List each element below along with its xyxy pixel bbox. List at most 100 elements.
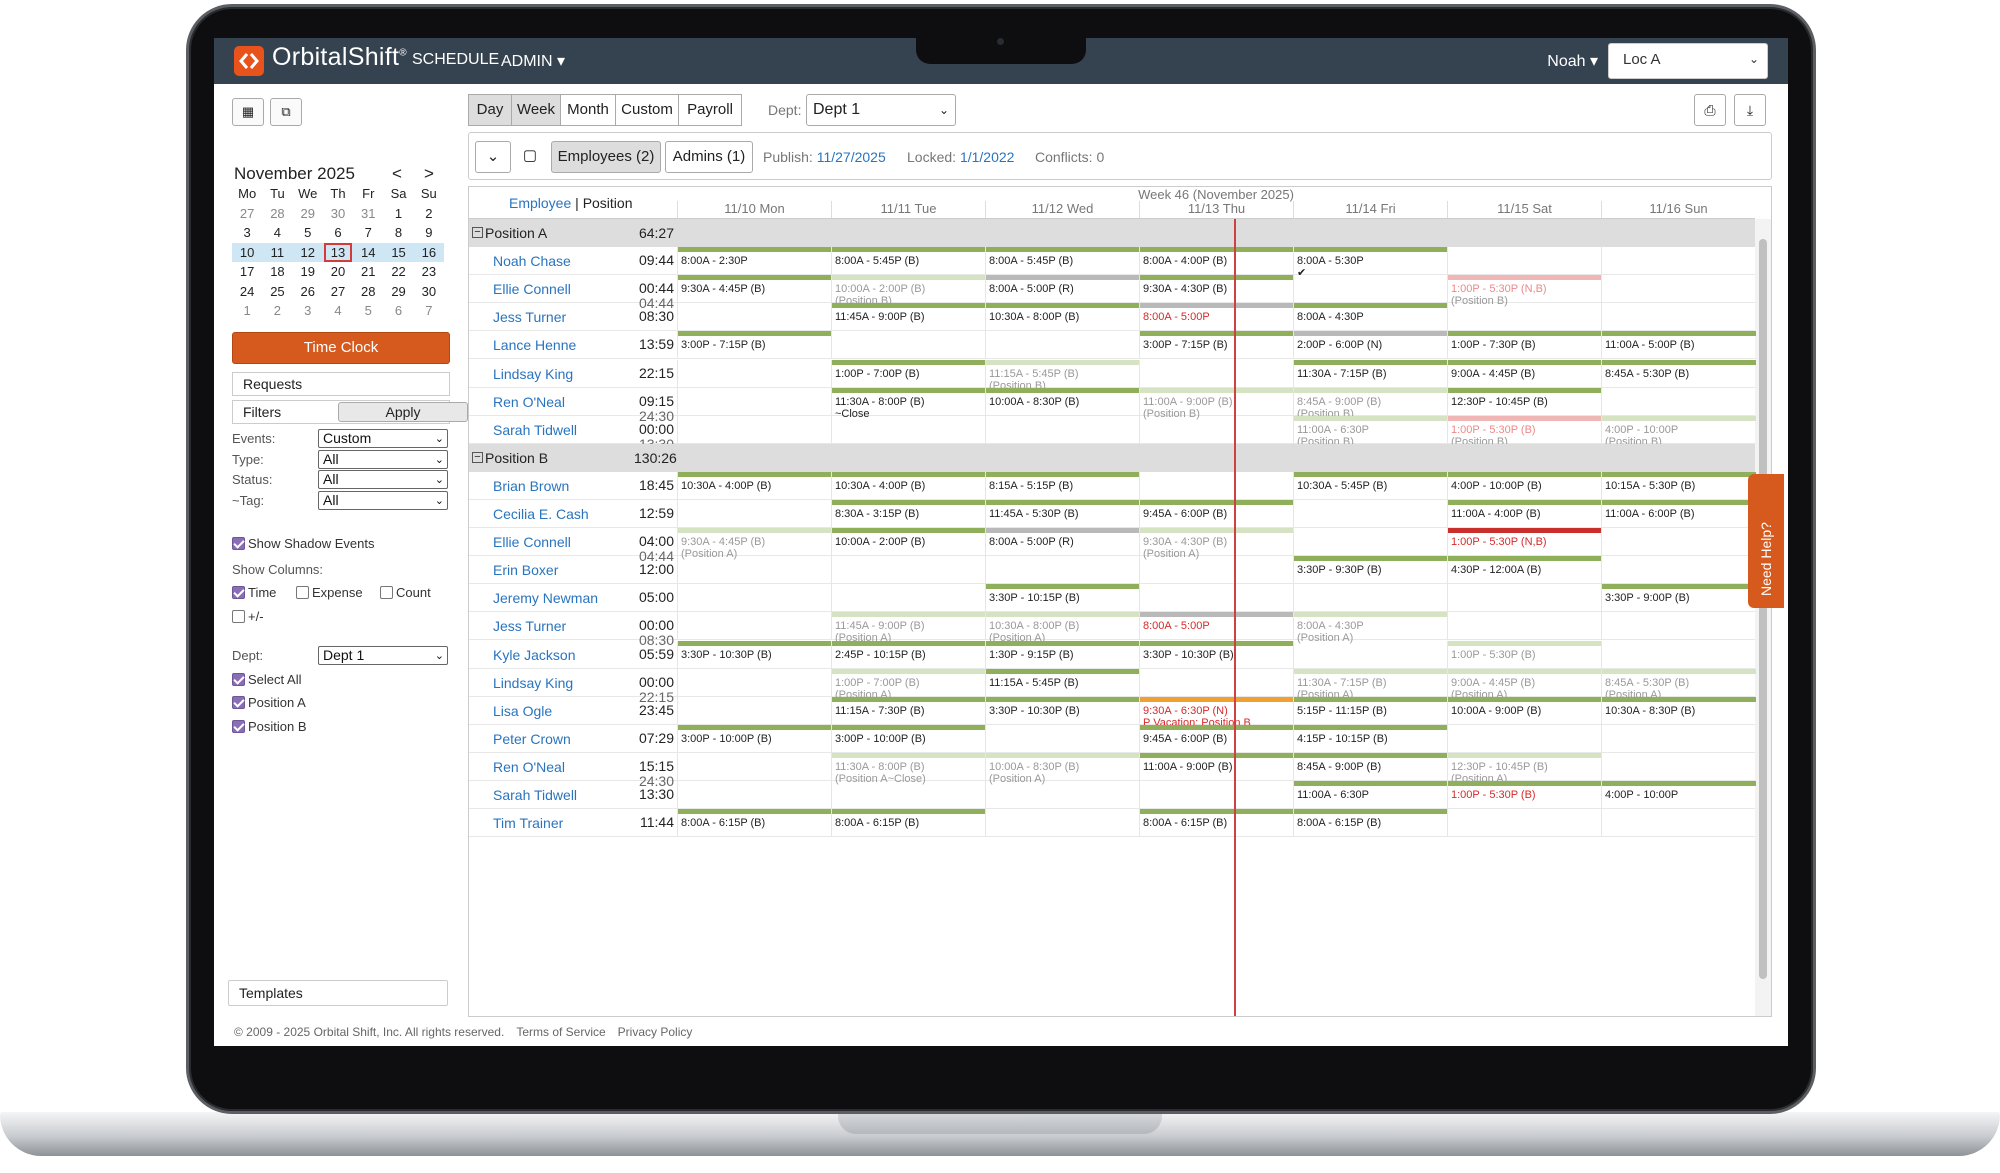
shift-cell[interactable]	[831, 556, 985, 585]
collapse-minus-icon[interactable]: −	[472, 451, 483, 463]
shift-cell[interactable]	[1447, 809, 1601, 838]
shift-cell[interactable]: 9:30A - 4:45P (B) (Position A)	[677, 528, 832, 560]
shift-cell[interactable]	[985, 331, 1139, 360]
shift-cell[interactable]: 11:15A - 7:30P (B)	[831, 696, 986, 725]
shift-cell[interactable]: 8:45A - 5:30P (B) (Position A)	[1601, 668, 1756, 701]
shift-cell[interactable]: 2:00P - 6:00P (N)	[1293, 331, 1448, 360]
shift-cell[interactable]: 8:00A - 5:30P ✔	[1293, 247, 1448, 279]
shift-cell[interactable]: 1:00P - 5:30P (B) (Position B)	[1447, 415, 1602, 448]
shift-cell[interactable]: 8:00A - 6:15P (B)	[1139, 809, 1294, 838]
calendar-day[interactable]: 3	[243, 225, 251, 241]
print-button[interactable]: ⎙	[1694, 94, 1726, 126]
shift-cell[interactable]: 8:30A - 3:15P (B)	[831, 500, 986, 528]
shift-cell[interactable]	[1293, 640, 1447, 669]
shift-cell[interactable]	[1601, 528, 1755, 557]
shift-cell[interactable]: 4:00P - 10:00P	[1601, 781, 1756, 809]
calendar-day[interactable]: 27	[330, 283, 346, 299]
employee-name-link[interactable]: Lindsay King	[493, 674, 574, 691]
shift-cell[interactable]: 11:15A - 5:45P (B)	[985, 668, 1140, 697]
shift-cell[interactable]	[1601, 303, 1755, 332]
shift-cell[interactable]: 9:00A - 4:45P (B) (Position A)	[1447, 668, 1602, 701]
shift-cell[interactable]	[677, 387, 831, 416]
copy-button[interactable]: ⧉	[270, 98, 302, 126]
collapse-button[interactable]: ⌄	[475, 141, 511, 173]
user-menu[interactable]: Noah ▾	[1547, 53, 1598, 70]
shift-cell[interactable]: 3:30P - 10:30P (B)	[1139, 640, 1294, 669]
shift-cell[interactable]	[677, 303, 831, 332]
employee-name-link[interactable]: Lindsay King	[493, 365, 574, 382]
shift-cell[interactable]: 9:30A - 4:30P (B) (Position A)	[1139, 528, 1294, 560]
shift-cell[interactable]: 11:30A - 8:00P (B) (Position A~Close)	[831, 752, 986, 785]
shift-cell[interactable]: 4:00P - 10:00P (Position B)	[1601, 415, 1756, 448]
shift-cell[interactable]	[677, 500, 831, 528]
shift-cell[interactable]: 8:00A - 6:15P (B)	[831, 809, 986, 838]
shift-cell[interactable]: 10:30A - 5:45P (B)	[1293, 471, 1448, 500]
shift-cell[interactable]	[985, 415, 1139, 444]
shift-cell[interactable]: 4:15P - 10:15P (B)	[1293, 724, 1448, 753]
shift-cell[interactable]: 11:30A - 7:15P (B) (Position A)	[1293, 668, 1448, 701]
calendar-day[interactable]: 1	[394, 205, 403, 221]
shift-cell[interactable]: 11:30A - 7:15P (B)	[1293, 359, 1448, 388]
select-all-checkbox[interactable]: Select All	[232, 672, 301, 687]
shift-cell[interactable]	[831, 584, 985, 613]
shift-cell[interactable]	[985, 781, 1139, 809]
filter-select[interactable]: All ⌄	[318, 490, 448, 510]
shift-cell[interactable]: 3:00P - 7:15P (B)	[677, 331, 832, 360]
shift-cell[interactable]: 8:00A - 2:30P	[677, 247, 832, 276]
shift-cell[interactable]: 9:30A - 4:30P (B)	[1139, 275, 1294, 304]
calendar-day[interactable]: 23	[421, 264, 437, 280]
day-column-header[interactable]: 11/15 Sat	[1447, 201, 1601, 219]
shift-cell[interactable]: 10:30A - 8:00P (B) (Position A)	[985, 612, 1140, 644]
day-column-header[interactable]: 11/16 Sun	[1601, 201, 1755, 219]
shift-cell[interactable]	[985, 724, 1139, 753]
calendar-day[interactable]: 5	[304, 225, 312, 241]
vertical-scrollbar[interactable]	[1755, 219, 1771, 1016]
locked-date-link[interactable]: 1/1/2022	[959, 149, 1015, 165]
view-day-button[interactable]: Day	[468, 94, 512, 126]
shift-cell[interactable]: 8:00A - 5:00P	[1139, 303, 1294, 332]
shift-cell[interactable]	[1139, 415, 1293, 444]
shift-cell[interactable]	[1601, 752, 1755, 781]
employee-name-link[interactable]: Cecilia E. Cash	[493, 506, 589, 522]
shift-cell[interactable]: 3:00P - 10:00P (B)	[677, 724, 832, 753]
shift-cell[interactable]: 8:00A - 5:00P	[1139, 612, 1294, 641]
calendar-day[interactable]: 5	[364, 303, 372, 319]
shift-cell[interactable]: 9:45A - 6:00P (B)	[1139, 724, 1294, 753]
shift-cell[interactable]: 11:00A - 9:00P (B)	[1139, 752, 1294, 781]
employee-name-link[interactable]: Ren O'Neal	[493, 758, 565, 775]
nav-schedule[interactable]: SCHEDULE	[412, 51, 500, 68]
shift-cell[interactable]	[1601, 612, 1755, 641]
day-column-header[interactable]: 11/12 Wed	[985, 201, 1139, 219]
scrollbar-thumb[interactable]	[1759, 239, 1767, 979]
shift-cell[interactable]: 8:00A - 5:00P (R)	[985, 528, 1140, 557]
shift-cell[interactable]: 8:45A - 5:30P (B)	[1601, 359, 1756, 388]
shift-cell[interactable]	[1447, 724, 1601, 753]
sidebar-dept-select[interactable]: Dept 1 ⌄	[318, 646, 448, 665]
employee-name-link[interactable]: Ren O'Neal	[493, 393, 565, 410]
shift-cell[interactable]: 1:00P - 5:30P (B)	[1447, 640, 1602, 669]
calendar-day[interactable]: 15	[383, 242, 414, 262]
calendar-day[interactable]: 16	[413, 242, 444, 262]
shift-cell[interactable]: 8:15A - 5:15P (B)	[985, 471, 1140, 500]
shift-cell[interactable]	[1139, 781, 1293, 809]
calendar-day[interactable]: 7	[364, 225, 372, 241]
day-column-header[interactable]: 11/11 Tue	[831, 201, 985, 219]
day-column-header[interactable]: 11/10 Mon	[677, 201, 831, 219]
shift-cell[interactable]	[677, 359, 831, 388]
employee-name-link[interactable]: Sarah Tidwell	[493, 787, 578, 803]
day-column-header[interactable]: 11/14 Fri	[1293, 201, 1447, 219]
shift-cell[interactable]	[1601, 387, 1755, 416]
shift-cell[interactable]: 12:30P - 10:45P (B) (Position A)	[1447, 752, 1602, 785]
calendar-day[interactable]: 20	[330, 264, 346, 280]
calendar-next-button[interactable]: >	[424, 164, 434, 183]
calendar-day[interactable]: 2	[425, 205, 433, 221]
notes-button[interactable]: ▢	[517, 141, 543, 173]
view-month-button[interactable]: Month	[560, 94, 616, 126]
shift-cell[interactable]	[985, 809, 1139, 838]
shift-cell[interactable]	[1293, 584, 1447, 613]
shift-cell[interactable]	[1447, 584, 1601, 613]
shift-cell[interactable]: 8:00A - 4:30P (Position A)	[1293, 612, 1448, 644]
shift-cell[interactable]: 8:00A - 5:45P (B)	[985, 247, 1140, 276]
shift-cell[interactable]: 9:45A - 6:00P (B)	[1139, 500, 1294, 528]
position-group-header[interactable]: − Position A 64:27	[469, 219, 1755, 247]
